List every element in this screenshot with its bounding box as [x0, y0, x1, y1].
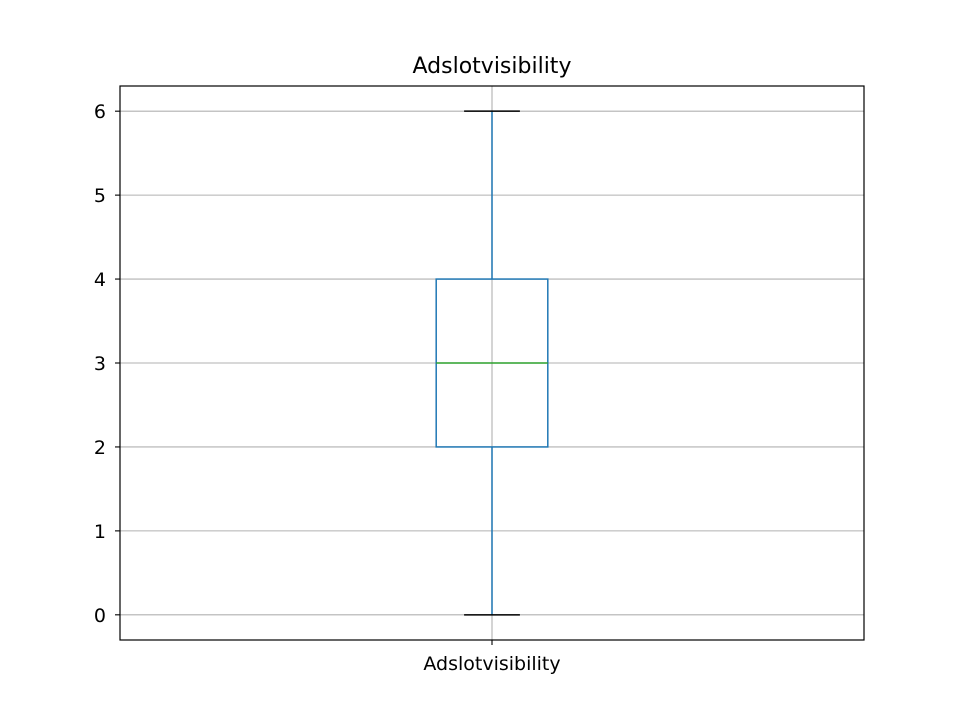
- y-tick-label: 1: [94, 521, 106, 543]
- x-tick-label: Adslotvisibility: [423, 653, 560, 675]
- y-tick-label: 5: [94, 185, 106, 207]
- boxplot-series: [435, 110, 549, 616]
- x-axis-ticks: Adslotvisibility: [423, 640, 561, 675]
- chart-title: Adslotvisibility: [413, 54, 572, 79]
- y-tick-label: 0: [94, 605, 106, 627]
- y-tick-label: 4: [94, 269, 106, 291]
- y-tick-label: 3: [94, 353, 106, 375]
- y-axis-ticks: 0 1 2 3 4 5 6: [94, 101, 120, 627]
- y-tick-label: 6: [94, 101, 106, 123]
- boxplot-0: [435, 110, 549, 616]
- y-tick-label: 2: [94, 437, 106, 459]
